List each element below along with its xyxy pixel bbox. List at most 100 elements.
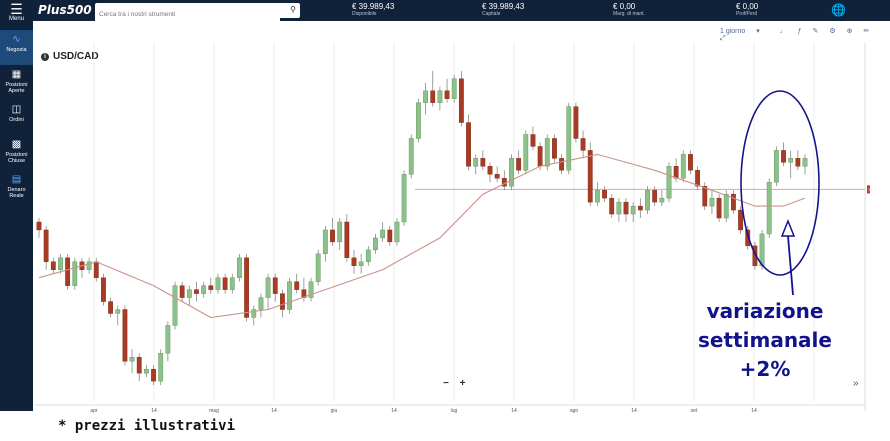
- account-label: Disponibile: [352, 11, 377, 17]
- x-tick-label: set: [691, 408, 698, 414]
- candle: [623, 201, 629, 215]
- candle: [537, 146, 543, 167]
- candle: [344, 221, 350, 258]
- candle: [723, 193, 729, 219]
- candle: [394, 221, 400, 243]
- candle: [265, 277, 271, 298]
- candle: [716, 197, 722, 219]
- x-tick-label: 14: [391, 408, 397, 414]
- search-input[interactable]: [95, 7, 280, 22]
- sidebar: ∿ Negozia ▦ Posizioni Aperte ◫ Ordini ▩ …: [0, 30, 33, 411]
- sidebar-item-ordini[interactable]: ◫ Ordini: [0, 100, 33, 135]
- expand-icon[interactable]: ⤢: [720, 35, 726, 42]
- draw-icon[interactable]: ✎: [812, 28, 819, 35]
- candle: [122, 309, 128, 362]
- candle: [136, 357, 142, 374]
- candle: [437, 90, 443, 103]
- candle: [423, 90, 428, 103]
- brand-logo[interactable]: Plus500: [38, 3, 92, 17]
- x-tick-label: apr: [90, 408, 98, 414]
- candle: [688, 154, 693, 171]
- candle: [594, 189, 600, 203]
- account-capital: € 39.989,43 Capitale: [482, 2, 524, 17]
- candle: [738, 209, 743, 231]
- crosshair-icon[interactable]: ⊕: [846, 28, 853, 35]
- account-label: Marg. di mant.: [613, 11, 645, 17]
- pencil-icon[interactable]: ✏: [863, 28, 870, 35]
- candle: [93, 261, 99, 278]
- candle: [387, 229, 393, 243]
- candle: [458, 78, 464, 123]
- globe-icon[interactable]: 🌐: [831, 3, 846, 17]
- sidebar-item-posizioni-aperte[interactable]: ▦ Posizioni Aperte: [0, 65, 33, 100]
- current-price-label: 1.30824: [868, 187, 870, 192]
- account-margin: € 0,00 Marg. di mant.: [613, 2, 645, 17]
- sidebar-item-label: Denaro Reale: [7, 187, 26, 199]
- moving-average-line: [38, 153, 806, 319]
- zoom-in-button[interactable]: +: [459, 378, 466, 389]
- candle: [494, 174, 500, 179]
- annotation-line: variazione: [706, 299, 824, 323]
- candle: [373, 237, 378, 251]
- candle: [158, 353, 164, 382]
- candle: [795, 158, 801, 167]
- candle: [766, 182, 772, 235]
- cash-icon: ▤: [11, 174, 22, 185]
- candle: [358, 261, 364, 266]
- search-icon[interactable]: ⚲: [290, 5, 296, 14]
- candle: [580, 138, 586, 151]
- annotation-ellipse: [740, 90, 820, 276]
- candle: [308, 281, 314, 298]
- candle: [773, 150, 779, 183]
- candle: [337, 221, 343, 243]
- search-box[interactable]: ⚲: [95, 3, 300, 22]
- sidebar-item-negozia[interactable]: ∿ Negozia: [0, 30, 33, 65]
- period-label: 1 giorno: [720, 28, 746, 35]
- candle: [416, 102, 421, 139]
- candle: [108, 301, 113, 314]
- candle: [280, 293, 285, 310]
- x-tick-label: mag: [209, 408, 219, 414]
- weekly-change-annotation: variazione settimanale +2%: [690, 297, 840, 384]
- chevron-down-icon: ▾: [756, 28, 760, 35]
- instrument-title: i USD/CAD: [41, 51, 99, 62]
- menu-button[interactable]: ☰ Menu: [0, 0, 33, 30]
- candle: [129, 357, 135, 362]
- settings-icon[interactable]: ⚙: [829, 28, 836, 35]
- candle: [573, 106, 579, 139]
- candle: [530, 134, 536, 147]
- candle: [365, 249, 371, 262]
- candle: [559, 158, 564, 171]
- candles-icon[interactable]: ♩: [779, 28, 787, 35]
- sidebar-item-label: Posizioni Chiuse: [5, 152, 28, 164]
- candle: [659, 197, 665, 203]
- candle: [215, 277, 221, 290]
- fast-forward-button[interactable]: »: [853, 378, 859, 389]
- candle: [509, 158, 514, 187]
- chart-svg[interactable]: 1.340001.330001.320001.310001.300001.290…: [35, 43, 887, 414]
- period-select[interactable]: 1 giorno ▾: [720, 28, 769, 35]
- annotation-line: settimanale: [698, 328, 832, 352]
- candle: [380, 229, 386, 239]
- candle: [666, 166, 672, 199]
- account-profit: € 0,00 Prof/Perd: [736, 2, 758, 17]
- zoom-out-button[interactable]: −: [443, 378, 449, 389]
- info-icon[interactable]: i: [41, 53, 49, 61]
- candle: [637, 205, 643, 211]
- candle: [616, 201, 622, 215]
- sidebar-item-denaro-reale[interactable]: ▤ Denaro Reale: [0, 170, 33, 205]
- candle: [222, 277, 228, 290]
- candle: [115, 309, 121, 314]
- candle: [194, 289, 199, 294]
- sidebar-item-posizioni-chiuse[interactable]: ▩ Posizioni Chiuse: [0, 135, 33, 170]
- x-tick-label: 14: [631, 408, 637, 414]
- candle: [408, 138, 414, 175]
- candle: [466, 122, 471, 167]
- table-icon: ▦: [11, 69, 22, 80]
- price-chart[interactable]: 1.340001.330001.320001.310001.300001.290…: [35, 43, 887, 414]
- candle: [229, 277, 235, 290]
- account-available: € 39.989,43 Disponibile: [352, 2, 394, 17]
- footnote: * prezzi illustrativi: [58, 418, 236, 434]
- x-tick-label: 14: [151, 408, 157, 414]
- indicator-icon[interactable]: ƒ: [797, 28, 802, 35]
